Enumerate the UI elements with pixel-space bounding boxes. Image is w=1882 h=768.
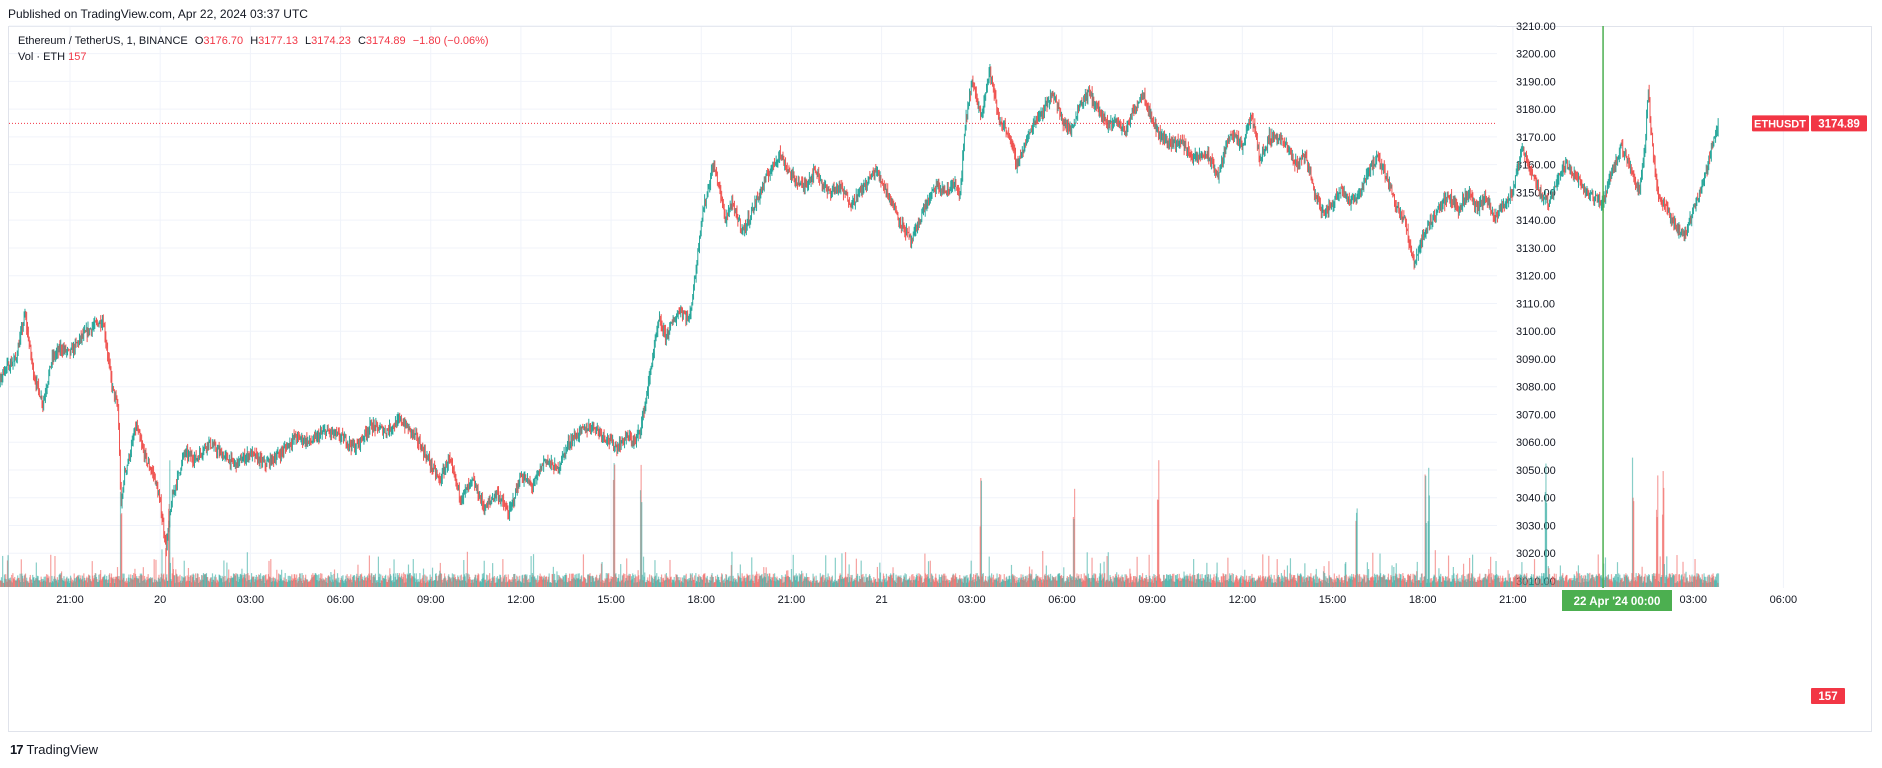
x-tick-label: 21:00 [56, 594, 84, 606]
y-tick-label: 3200.00 [1516, 49, 1556, 61]
y-tick-label: 3170.00 [1516, 132, 1556, 144]
x-tick-label: 21:00 [778, 594, 806, 606]
candles [0, 63, 1719, 557]
price-axis[interactable]: 3010.003020.003030.003040.003050.003060.… [1516, 21, 1556, 588]
x-tick-label: 20 [154, 594, 166, 606]
y-tick-label: 3180.00 [1516, 104, 1556, 116]
y-tick-label: 3050.00 [1516, 465, 1556, 477]
y-tick-label: 3150.00 [1516, 187, 1556, 199]
y-tick-label: 3120.00 [1516, 271, 1556, 283]
grid [9, 25, 1784, 588]
x-tick-label: 06:00 [1048, 594, 1076, 606]
y-tick-label: 3030.00 [1516, 520, 1556, 532]
y-tick-label: 3090.00 [1516, 354, 1556, 366]
y-tick-label: 3160.00 [1516, 160, 1556, 172]
y-tick-label: 3130.00 [1516, 243, 1556, 255]
x-tick-label: 03:00 [1679, 594, 1707, 606]
x-tick-label: 12:00 [1229, 594, 1257, 606]
y-tick-label: 3080.00 [1516, 382, 1556, 394]
y-tick-label: 3020.00 [1516, 548, 1556, 560]
x-tick-label: 15:00 [1319, 594, 1347, 606]
x-tick-label: 09:00 [1138, 594, 1166, 606]
time-axis[interactable]: 21:00 20 03:00 06:00 09:00 12:00 15:00 18:00 21:… [56, 594, 1797, 606]
y-tick-label: 3110.00 [1516, 298, 1555, 310]
y-tick-label: 3040.00 [1516, 493, 1556, 505]
y-tick-label: 3100.00 [1516, 326, 1556, 338]
x-tick-label: 21 [875, 594, 887, 606]
y-tick-label: 3140.00 [1516, 215, 1556, 227]
x-tick-label: 21:00 [1499, 594, 1527, 606]
volume-bars [0, 457, 1720, 587]
x-tick-label: 18:00 [1409, 594, 1437, 606]
chart-frame[interactable] [8, 26, 1872, 732]
x-tick-label: 06:00 [1770, 594, 1798, 606]
x-tick-label: 15:00 [597, 594, 625, 606]
y-tick-label: 3210.00 [1516, 21, 1556, 33]
y-tick-label: 3190.00 [1516, 76, 1556, 88]
x-tick-label: 06:00 [327, 594, 355, 606]
x-tick-label: 09:00 [417, 594, 445, 606]
y-tick-label: 3070.00 [1516, 409, 1556, 421]
y-tick-label: 3060.00 [1516, 437, 1556, 449]
x-tick-label: 18:00 [687, 594, 715, 606]
x-tick-label: 03:00 [237, 594, 265, 606]
published-note: Published on TradingView.com, Apr 22, 20… [8, 7, 308, 21]
x-tick-label: 03:00 [958, 594, 986, 606]
x-tick-label: 12:00 [507, 594, 535, 606]
